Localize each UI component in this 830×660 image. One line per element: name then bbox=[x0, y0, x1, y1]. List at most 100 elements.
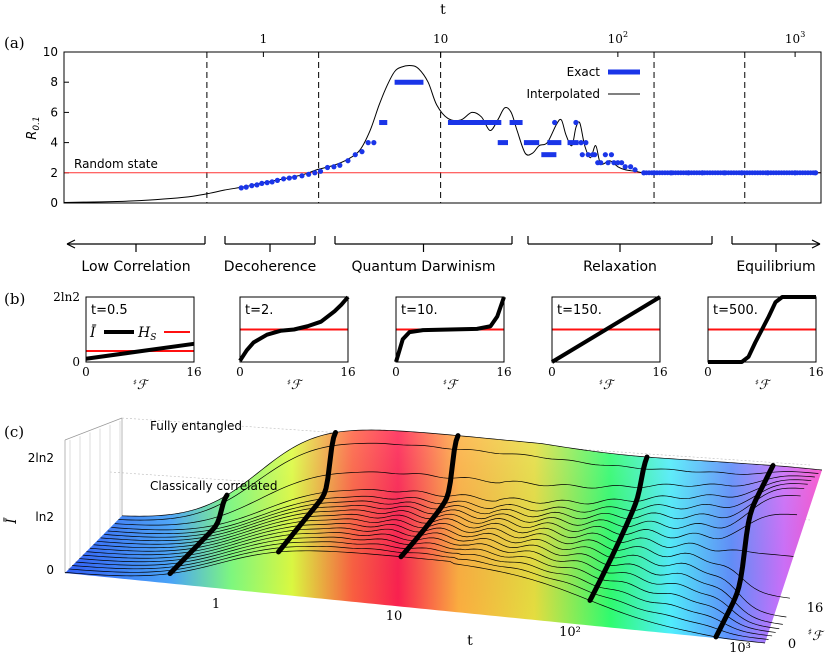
exact-point bbox=[249, 183, 255, 189]
contour-line bbox=[121, 429, 823, 517]
a-y-tick-label: 8 bbox=[50, 75, 58, 89]
subplot-x-label: ♯ℱ bbox=[755, 378, 772, 393]
contour-line bbox=[82, 527, 783, 625]
subplot-x-tick-0: 0 bbox=[82, 365, 90, 379]
panel-c-x-axis: 1 10 10² 10³ t 0 16 ♯ℱ bbox=[212, 597, 825, 656]
exact-point bbox=[299, 173, 305, 179]
contour-line bbox=[100, 495, 801, 542]
a-y-tick-label: 6 bbox=[50, 105, 58, 119]
subplot-x-tick-16: 16 bbox=[186, 365, 201, 379]
exact-point bbox=[585, 152, 591, 158]
panel-b-legend: Ī HS bbox=[89, 323, 190, 343]
regime-low-correlation: Low Correlation bbox=[66, 236, 206, 275]
subplot-4: t=500. 0 16 ♯ℱ bbox=[704, 295, 824, 393]
b-y-tick-0: 0 bbox=[72, 355, 80, 369]
panel-a-regime-dividers bbox=[206, 52, 746, 203]
time-slice bbox=[167, 492, 230, 577]
ibar-curve bbox=[708, 295, 816, 364]
panel-a-legend: Exact Interpolated bbox=[526, 65, 640, 101]
subplot-x-tick-0: 0 bbox=[548, 365, 556, 379]
regime-quantum-darwinism: Quantum Darwinism bbox=[334, 236, 513, 275]
contour-line bbox=[68, 545, 769, 640]
contour-line bbox=[75, 536, 776, 633]
a-y-tick-label: 10 bbox=[43, 45, 58, 59]
subplot-x-tick-0: 0 bbox=[236, 365, 244, 379]
subplot-title: t=150. bbox=[557, 303, 602, 318]
subplot-title: t=10. bbox=[401, 303, 438, 318]
subplot-x-label: ♯ℱ bbox=[443, 378, 460, 393]
subplot-title-bg bbox=[399, 301, 447, 317]
c-x-tick-100: 10² bbox=[559, 625, 581, 640]
contour-line bbox=[86, 522, 787, 618]
subplot-x-tick-0: 0 bbox=[392, 365, 400, 379]
subplot-x-tick-16: 16 bbox=[808, 365, 823, 379]
regime-labels: Low Correlation Decoherence Quantum Darwin… bbox=[66, 236, 821, 275]
exact-point bbox=[259, 180, 265, 186]
a-y-tick-label: 4 bbox=[50, 136, 58, 150]
subplot-title-bg bbox=[555, 301, 603, 317]
exact-point bbox=[579, 152, 585, 158]
a-x-tick-label: 102 bbox=[608, 30, 628, 46]
legend-interpolated-label: Interpolated bbox=[526, 87, 600, 101]
contour-line bbox=[111, 479, 812, 531]
panel-a-label: (a) bbox=[4, 34, 25, 52]
exact-point bbox=[269, 179, 275, 185]
contour-line bbox=[72, 541, 773, 637]
subplot-x-label: ♯ℱ bbox=[287, 378, 304, 393]
exact-point bbox=[306, 171, 312, 177]
regime-label: Equilibrium bbox=[736, 259, 815, 275]
subplot-frame bbox=[395, 296, 505, 363]
a-y-tick-label: 2 bbox=[50, 166, 58, 180]
c-x-axis-label: t bbox=[467, 633, 473, 649]
panel-c-annotations: Fully entangled Classically correlated bbox=[150, 419, 278, 493]
annotation-classically-correlated: Classically correlated bbox=[150, 479, 278, 493]
legend-exact-label: Exact bbox=[567, 65, 601, 79]
panel-a-frame bbox=[63, 51, 822, 204]
ibar-curve bbox=[238, 295, 350, 362]
exact-point bbox=[359, 149, 365, 155]
exact-point bbox=[605, 160, 611, 166]
contour-line bbox=[104, 487, 805, 538]
exact-point bbox=[317, 168, 324, 174]
exact-point bbox=[371, 140, 377, 146]
subplot-x-tick-16: 16 bbox=[340, 365, 355, 379]
subplot-1: t=2. 0 16 ♯ℱ bbox=[236, 295, 356, 393]
exact-series bbox=[238, 79, 819, 191]
subplot-title-bg bbox=[243, 301, 291, 317]
subplot-frame bbox=[239, 296, 349, 363]
legend-hs-label: HS bbox=[137, 325, 156, 343]
exact-point bbox=[274, 177, 281, 183]
c-y-tick-16: 16 bbox=[807, 601, 824, 616]
subplot-title-bg bbox=[89, 301, 137, 317]
regime-label: Low Correlation bbox=[81, 259, 190, 275]
time-slice bbox=[276, 429, 338, 555]
c-x-tick-10: 10 bbox=[386, 609, 403, 624]
exact-point bbox=[583, 140, 589, 146]
regime-label: Quantum Darwinism bbox=[352, 259, 496, 275]
exact-point bbox=[592, 152, 598, 158]
subplot-x-tick-16: 16 bbox=[652, 365, 667, 379]
time-slice bbox=[398, 433, 461, 560]
subplot-0: t=0.5 0 16 ♯ℱ 0 2ln2 Ī HS bbox=[53, 290, 201, 393]
exact-point bbox=[337, 162, 343, 168]
exact-point bbox=[578, 140, 584, 146]
contour-line bbox=[64, 550, 766, 644]
exact-point bbox=[619, 160, 625, 166]
exact-point bbox=[608, 152, 615, 158]
exact-point bbox=[331, 164, 337, 170]
regime-label: Relaxation bbox=[583, 259, 657, 275]
exact-point bbox=[622, 164, 628, 170]
exact-point bbox=[254, 182, 260, 188]
subplot-x-label: ♯ℱ bbox=[133, 378, 150, 393]
exact-point bbox=[573, 119, 579, 126]
exact-point bbox=[280, 176, 287, 182]
exact-point bbox=[598, 160, 604, 166]
surface-contours bbox=[64, 429, 823, 644]
exact-point bbox=[324, 164, 331, 171]
contour-line bbox=[93, 513, 794, 557]
exact-point bbox=[312, 170, 318, 176]
a-x-tick-label: 103 bbox=[785, 30, 805, 46]
panel-c-label: (c) bbox=[4, 423, 24, 441]
